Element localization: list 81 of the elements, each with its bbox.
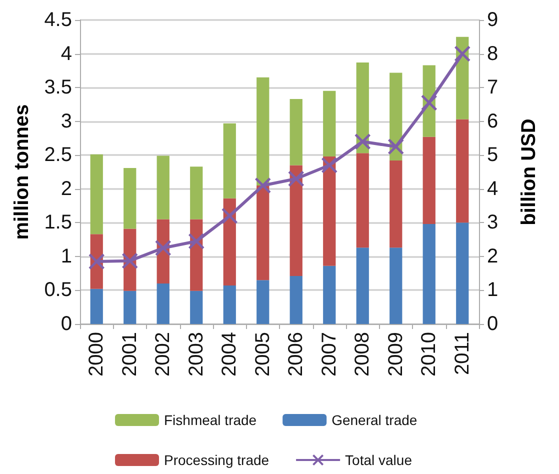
y2-tick-label: 3 bbox=[487, 212, 498, 234]
bar bbox=[256, 77, 270, 186]
bar bbox=[190, 290, 203, 324]
y2-tick-label: 8 bbox=[487, 42, 498, 65]
y-tick-label: 1.5 bbox=[44, 212, 72, 234]
bar bbox=[223, 285, 236, 324]
bar bbox=[422, 224, 436, 324]
point bbox=[254, 177, 272, 194]
bar bbox=[422, 136, 436, 224]
bar bbox=[390, 160, 402, 248]
point bbox=[454, 46, 471, 62]
y2-tick-label: 4 bbox=[487, 178, 498, 200]
y2-tick-label: 2 bbox=[487, 245, 498, 268]
x-tick-label: 2002 bbox=[152, 332, 174, 376]
point bbox=[221, 208, 238, 224]
bar bbox=[456, 119, 469, 223]
bar bbox=[323, 266, 336, 324]
bar bbox=[290, 99, 302, 166]
x-tick-label: 2001 bbox=[118, 332, 141, 376]
legend-label: Processing trade bbox=[164, 452, 270, 468]
bar bbox=[356, 62, 369, 154]
bar bbox=[356, 248, 369, 324]
y-tick-label: 4.5 bbox=[44, 9, 72, 31]
x-tick-label: 2004 bbox=[218, 332, 241, 376]
bar bbox=[323, 90, 336, 156]
bar bbox=[390, 248, 402, 324]
point bbox=[321, 156, 338, 174]
y2-axis-title: billion USD bbox=[518, 118, 540, 226]
y-tick-label: 3.5 bbox=[44, 76, 72, 99]
x-tick-label: 2010 bbox=[418, 332, 440, 376]
x-tick-label: 2000 bbox=[86, 332, 108, 376]
bar bbox=[156, 283, 170, 324]
bar bbox=[290, 276, 302, 324]
bar bbox=[156, 156, 170, 220]
bar bbox=[190, 166, 203, 220]
point bbox=[154, 240, 172, 256]
y-tick-label: 0 bbox=[60, 313, 72, 335]
y2-tick-label: 6 bbox=[487, 110, 498, 132]
x-tick-label: 2007 bbox=[318, 332, 340, 376]
y-tick-label: 0.5 bbox=[44, 279, 72, 302]
bar bbox=[256, 186, 270, 280]
legend-label: Fishmeal trade bbox=[164, 412, 257, 428]
y-tick-label: 3 bbox=[60, 110, 72, 132]
bar bbox=[124, 168, 136, 229]
y2-tick-label: 9 bbox=[487, 9, 498, 31]
x-tick-label: 2011 bbox=[451, 332, 474, 376]
y-tick-label: 1 bbox=[60, 245, 72, 268]
y2-tick-label: 5 bbox=[487, 144, 498, 166]
bar bbox=[256, 280, 270, 324]
point bbox=[288, 170, 304, 188]
point bbox=[122, 252, 138, 270]
bar bbox=[90, 288, 103, 324]
bar bbox=[356, 153, 369, 248]
y-axis-title: million tonnes bbox=[11, 104, 33, 240]
point bbox=[88, 253, 105, 270]
x-tick-label: 2009 bbox=[384, 332, 407, 376]
bar bbox=[124, 290, 136, 324]
point bbox=[188, 232, 205, 250]
bar bbox=[223, 123, 236, 198]
bar bbox=[323, 156, 336, 266]
point bbox=[354, 133, 371, 150]
x-tick-label: 2003 bbox=[185, 332, 208, 376]
x-tick-label: 2008 bbox=[352, 332, 374, 376]
y2-tick-label: 0 bbox=[487, 313, 498, 335]
bar bbox=[456, 222, 469, 324]
bar bbox=[456, 36, 469, 120]
point bbox=[420, 94, 438, 112]
point bbox=[388, 138, 404, 155]
bar bbox=[223, 198, 236, 286]
y-tick-label: 4 bbox=[60, 42, 72, 65]
y-tick-label: 2 bbox=[60, 178, 72, 200]
legend-label: Total value bbox=[345, 452, 412, 468]
x-tick-label: 2006 bbox=[285, 332, 308, 376]
legend-label: General trade bbox=[332, 412, 418, 428]
x-tick-label: 2005 bbox=[252, 332, 274, 376]
bar bbox=[290, 165, 302, 276]
bar bbox=[390, 72, 402, 161]
y2-tick-label: 7 bbox=[487, 76, 498, 99]
y-tick-label: 2.5 bbox=[44, 144, 72, 166]
bar bbox=[90, 154, 103, 234]
y2-tick-label: 1 bbox=[487, 279, 498, 302]
